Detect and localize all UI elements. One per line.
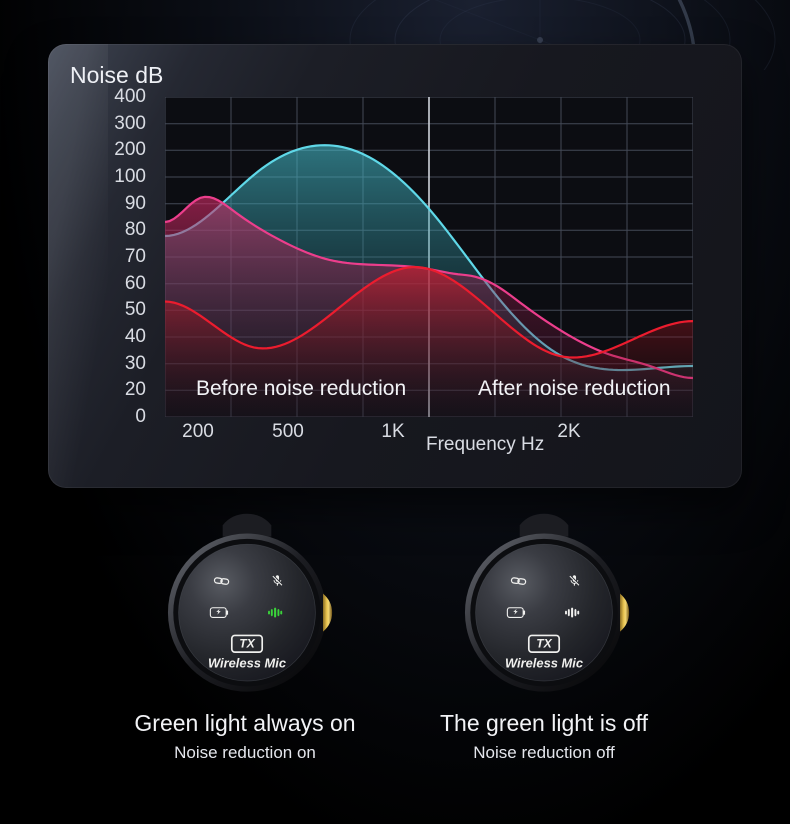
svg-text:Wireless Mic: Wireless Mic: [208, 655, 286, 670]
svg-text:TX: TX: [239, 637, 255, 651]
svg-text:TX: TX: [536, 637, 552, 651]
svg-text:Wireless Mic: Wireless Mic: [505, 655, 583, 670]
